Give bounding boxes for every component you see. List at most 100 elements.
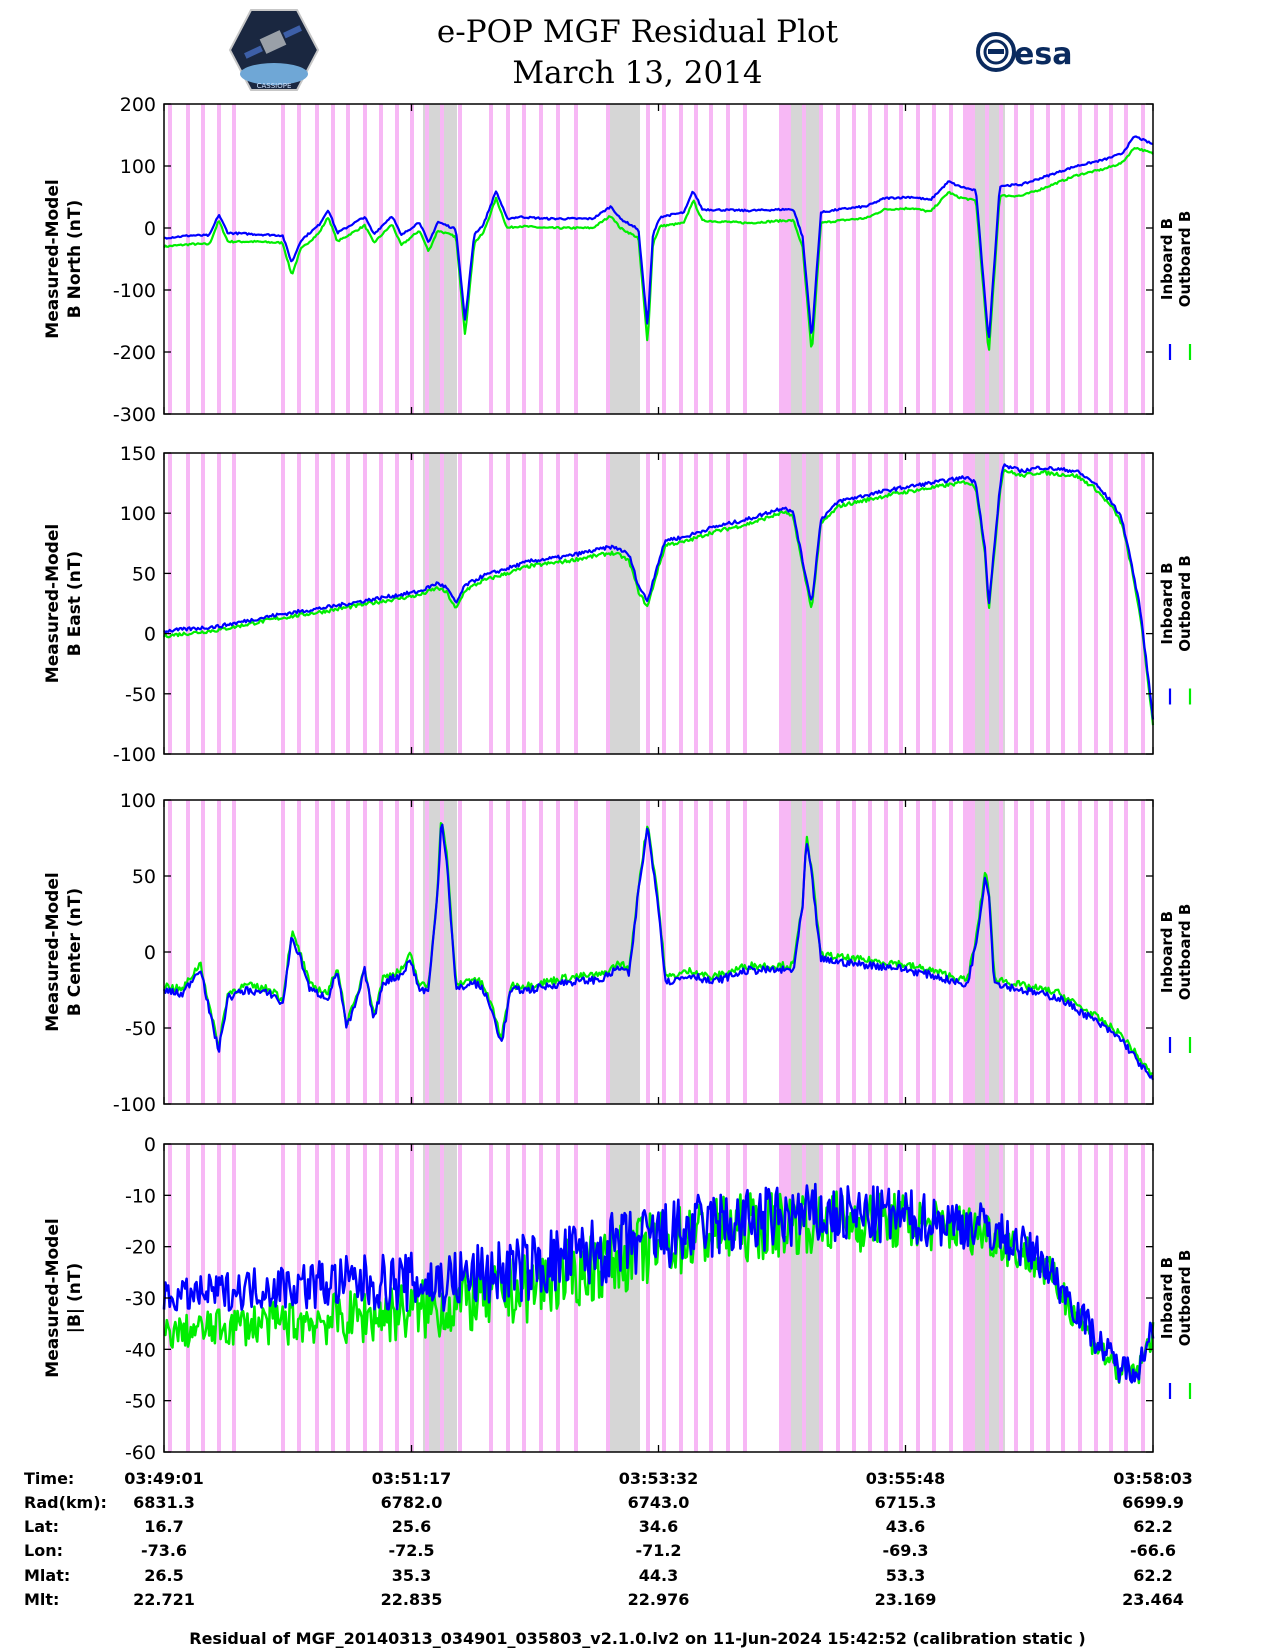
table-cell: 23.464: [1122, 1590, 1184, 1609]
pink-band: [606, 104, 610, 414]
pink-band: [726, 800, 730, 1104]
y-axis-label: Measured-Model: [43, 179, 63, 338]
panel-north: 200 100 0 -100 -200 -300 Measured-Model B North…: [43, 94, 1194, 426]
pink-band: [574, 104, 578, 414]
pink-band: [1030, 104, 1034, 414]
pink-band: [662, 104, 666, 414]
pink-band: [379, 104, 383, 414]
pink-band: [819, 453, 823, 754]
pink-band: [1078, 800, 1082, 1104]
table-row-label: Lat:: [24, 1517, 60, 1536]
pink-band: [779, 800, 791, 1104]
pink-band: [331, 453, 335, 754]
pink-band: [999, 453, 1003, 754]
pink-band: [985, 453, 989, 754]
pink-band: [168, 104, 172, 414]
y-tick-label: -10: [125, 1185, 156, 1207]
gray-band: [606, 453, 640, 754]
pink-band: [985, 1144, 989, 1452]
pink-band: [646, 104, 650, 414]
table-cell: 03:51:17: [371, 1469, 452, 1488]
pink-band: [743, 1144, 747, 1452]
pink-band: [1078, 453, 1082, 754]
pink-band: [916, 104, 920, 414]
pink-band: [363, 104, 367, 414]
pink-band: [1078, 104, 1082, 414]
pink-band: [201, 104, 205, 414]
pink-band: [606, 800, 610, 1104]
pink-band: [1141, 453, 1145, 754]
pink-band: [395, 800, 399, 1104]
table-cell: 44.3: [638, 1566, 679, 1585]
pink-band: [868, 453, 872, 754]
pink-band: [802, 453, 806, 754]
pink-band: [217, 453, 221, 754]
panel-east: 150 100 50 0 -50 -100 Measured-Model B East (nT…: [43, 443, 1194, 766]
pink-band: [999, 800, 1003, 1104]
pink-band: [1124, 453, 1128, 754]
pink-band: [395, 104, 399, 414]
pink-band: [281, 453, 285, 754]
table-cell: 03:53:32: [618, 1469, 699, 1488]
y-axis-label: Measured-Model: [43, 872, 63, 1031]
pink-band: [363, 800, 367, 1104]
pink-band: [1094, 104, 1098, 414]
table-cell: 34.6: [638, 1517, 679, 1536]
series-inboard-north: [163, 135, 1154, 339]
pink-band: [836, 1144, 840, 1452]
table-cell: 26.5: [144, 1566, 184, 1585]
legend-inboard: Inboard B: [1158, 562, 1176, 644]
pink-band: [1030, 800, 1034, 1104]
table-cell: -69.3: [882, 1541, 929, 1560]
pink-band: [868, 104, 872, 414]
pink-band: [346, 800, 350, 1104]
pink-band: [522, 1144, 526, 1452]
table-cell: 35.3: [391, 1566, 432, 1585]
pink-band: [168, 453, 172, 754]
legend-outboard: Outboard B: [1176, 1250, 1194, 1347]
chart-date: March 13, 2014: [512, 55, 763, 91]
pink-band: [1046, 104, 1050, 414]
pink-band: [884, 1144, 888, 1452]
table-cell: 23.169: [874, 1590, 937, 1609]
y-tick-label: 100: [120, 503, 156, 525]
pink-band: [1061, 800, 1065, 1104]
pink-band: [281, 800, 285, 1104]
pink-band: [1109, 453, 1113, 754]
pink-band: [985, 800, 989, 1104]
pink-band: [694, 1144, 698, 1452]
pink-band: [315, 800, 319, 1104]
y-axis-label: B Center (nT): [65, 888, 85, 1016]
y-tick-label: -50: [125, 684, 156, 706]
table-cell: 6831.3: [133, 1493, 195, 1512]
pink-band: [425, 104, 429, 414]
y-tick-label: -30: [125, 1288, 156, 1310]
pink-band: [779, 1144, 791, 1452]
y-tick-label: 200: [120, 94, 156, 116]
pink-band: [506, 800, 510, 1104]
pink-band: [709, 800, 713, 1104]
pink-band: [726, 453, 730, 754]
pink-band: [709, 453, 713, 754]
pink-band: [315, 1144, 319, 1452]
table-cell: 03:58:03: [1113, 1469, 1193, 1488]
y-tick-label: 100: [120, 156, 156, 178]
pink-band: [802, 1144, 806, 1452]
table-cell: -66.6: [1129, 1541, 1177, 1560]
pink-band: [410, 453, 414, 754]
legend-inboard: Inboard B: [1158, 911, 1176, 993]
series-inboard-east: [163, 463, 1155, 720]
legend-outboard: Outboard B: [1176, 211, 1194, 308]
pink-band: [331, 800, 335, 1104]
pink-band: [679, 800, 683, 1104]
pink-band: [1061, 453, 1065, 754]
pink-band: [539, 800, 543, 1104]
cassiope-logo: CASSIOPE: [228, 9, 320, 91]
table-cell: 6782.0: [380, 1493, 443, 1512]
pink-band: [679, 1144, 683, 1452]
pink-band: [1030, 1144, 1034, 1452]
pink-band: [916, 1144, 920, 1452]
pink-band: [297, 453, 301, 754]
pink-band: [315, 453, 319, 754]
gray-band: [606, 104, 640, 414]
